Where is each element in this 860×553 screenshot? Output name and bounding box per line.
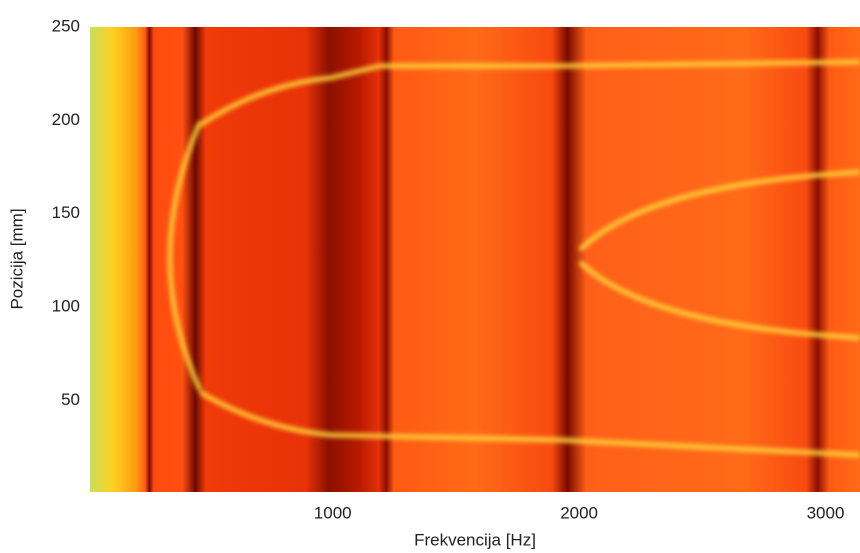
y-tick-label: 250	[52, 16, 80, 35]
y-tick-label: 50	[61, 390, 80, 409]
x-tick-label: 2000	[560, 503, 598, 522]
y-tick-label: 100	[52, 297, 80, 316]
x-axis-label: Frekvencija [Hz]	[414, 530, 536, 549]
heatmap	[90, 27, 860, 492]
y-axis-label: Pozicija [mm]	[7, 208, 26, 309]
x-tick-label: 1000	[314, 503, 352, 522]
x-tick-label: 3000	[807, 503, 845, 522]
y-tick-label: 200	[52, 110, 80, 129]
y-tick-label: 150	[52, 203, 80, 222]
